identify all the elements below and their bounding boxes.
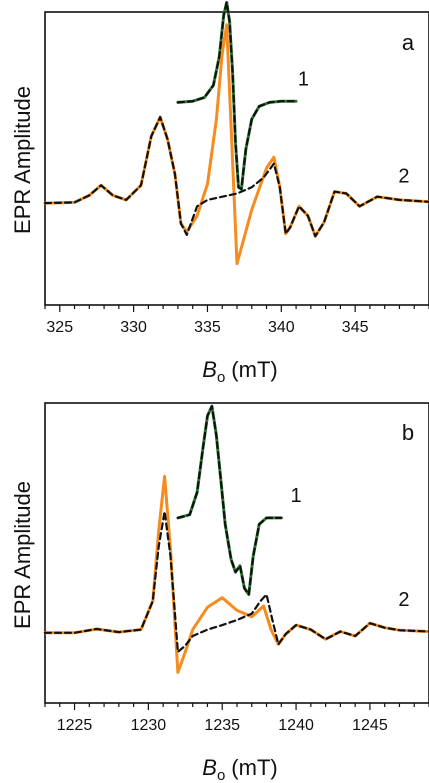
x-ticks-b: 1225 1230 1235 1240 1245	[44, 703, 429, 734]
trace-label-2: 2	[398, 166, 409, 188]
x-tick-label: 345	[342, 319, 369, 336]
x-tick-label: 335	[194, 319, 221, 336]
panel-label-b: b	[402, 420, 414, 445]
x-axis-label-a: Bo (mT)	[202, 357, 277, 386]
x-tick-label: 330	[120, 319, 147, 336]
x-axis-label-b: Bo (mT)	[202, 755, 277, 783]
panel-a: 325 330 335 340 345 12 a EPR Amplitude Bo (mT…	[10, 0, 429, 386]
plot-frame-b	[44, 402, 429, 704]
trace-labels-a: 12	[298, 68, 410, 187]
x-tick-label: 1225	[57, 717, 93, 734]
simulation-trace-a-3	[176, 1, 298, 191]
trace-labels-b: 12	[291, 485, 410, 611]
simulation-trace-a-2	[43, 116, 429, 238]
x-tick-label: 325	[46, 319, 73, 336]
x-axis-subscript-b: o	[217, 767, 225, 783]
panel-label-a: a	[402, 30, 415, 55]
panel-b: 1225 1230 1235 1240 1245 12 b EPR Amplitude …	[10, 402, 429, 783]
x-tick-label: 1240	[278, 717, 314, 734]
trace-label-1: 1	[298, 68, 309, 90]
x-axis-unit-a: (mT)	[231, 357, 277, 382]
x-axis-symbol-b: B	[202, 755, 217, 780]
trace-label-1: 1	[291, 485, 302, 507]
x-ticks-a: 325 330 335 340 345	[44, 305, 429, 336]
x-axis-subscript-a: o	[217, 369, 225, 386]
experimental-trace-2-b	[43, 474, 429, 674]
x-tick-label: 1245	[352, 717, 388, 734]
x-tick-label: 1230	[131, 717, 167, 734]
curves-a	[43, 0, 429, 266]
y-axis-label-a: EPR Amplitude	[10, 86, 35, 234]
x-tick-label: 340	[268, 319, 295, 336]
x-axis-unit-b: (mT)	[231, 755, 277, 780]
simulation-trace-b-2	[43, 510, 429, 653]
y-axis-label-b: EPR Amplitude	[10, 481, 35, 629]
x-tick-label: 1235	[204, 717, 240, 734]
curves-b	[43, 404, 429, 674]
simulation-trace-b-3	[176, 405, 283, 596]
trace-label-2: 2	[398, 589, 409, 611]
experimental-trace-1-b	[176, 404, 283, 596]
x-axis-symbol-a: B	[202, 357, 217, 382]
